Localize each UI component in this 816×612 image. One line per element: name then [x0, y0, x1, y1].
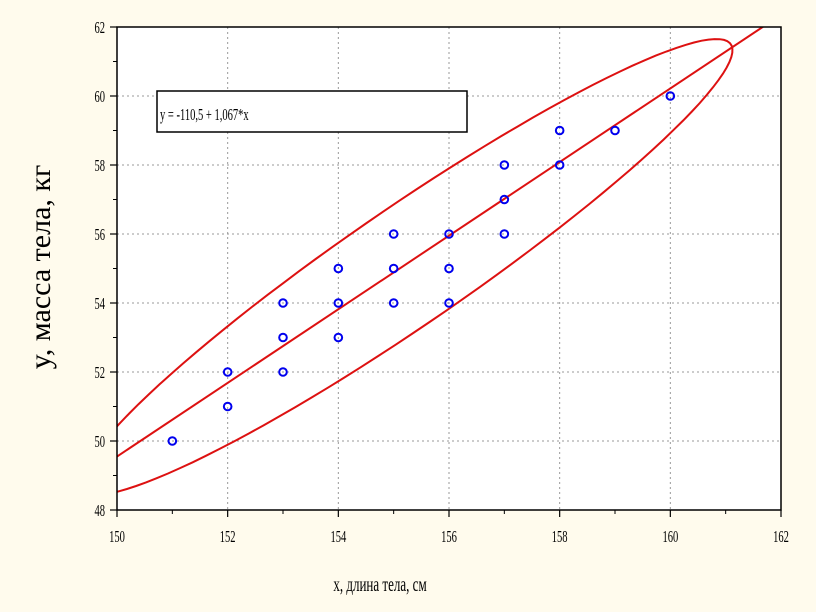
data-point	[444, 263, 454, 274]
y-tick-label: 50	[94, 433, 105, 452]
equation-label: y = -110,5 + 1,067*x	[160, 106, 249, 125]
x-axis-title: x, длина тела, см	[333, 572, 426, 596]
x-tick-label: 152	[220, 528, 236, 547]
confidence-ellipse-layer	[117, 38, 734, 493]
y-tick-label: 58	[94, 157, 105, 176]
axis-ticks	[110, 26, 782, 517]
data-point	[499, 194, 510, 205]
y-tick-labels: 48 50 52 54 56 58 60 62	[94, 19, 105, 521]
data-point	[499, 160, 510, 170]
y-tick-label: 54	[94, 295, 105, 314]
x-tick-labels: 150 152 154 156 158 160 162	[109, 528, 789, 547]
x-tick-label: 150	[109, 528, 125, 547]
y-tick-label: 60	[94, 88, 105, 107]
data-point	[388, 229, 399, 239]
data-point	[333, 298, 344, 308]
data-point	[222, 401, 233, 412]
x-tick-label: 156	[441, 528, 457, 547]
data-point	[167, 436, 178, 446]
regression-line	[117, 27, 765, 458]
data-point	[278, 332, 288, 343]
data-points	[167, 91, 676, 446]
y-tick-label: 52	[94, 364, 105, 383]
data-point	[388, 298, 399, 308]
data-point	[333, 332, 344, 343]
data-point	[499, 229, 510, 239]
data-point	[554, 125, 565, 136]
data-point	[222, 367, 233, 377]
data-point	[444, 298, 454, 308]
data-point	[333, 263, 344, 274]
x-tick-label: 154	[330, 528, 346, 547]
y-tick-label: 56	[94, 226, 105, 245]
equation-box: y = -110,5 + 1,067*x	[156, 90, 468, 133]
data-point	[388, 263, 399, 274]
y-tick-label: 62	[94, 19, 105, 38]
data-point	[554, 160, 565, 170]
data-point	[444, 229, 454, 239]
regression-line-layer	[117, 27, 765, 458]
y-tick-label: 48	[94, 502, 105, 521]
data-point	[610, 125, 620, 136]
x-tick-label: 162	[773, 528, 789, 547]
data-point	[278, 367, 288, 377]
data-point	[665, 91, 676, 101]
x-tick-label: 160	[662, 528, 678, 547]
confidence-ellipse	[117, 38, 734, 493]
x-tick-label: 158	[552, 528, 568, 547]
y-axis-title: y, масса тела, кг	[24, 165, 57, 370]
data-point	[278, 298, 288, 308]
